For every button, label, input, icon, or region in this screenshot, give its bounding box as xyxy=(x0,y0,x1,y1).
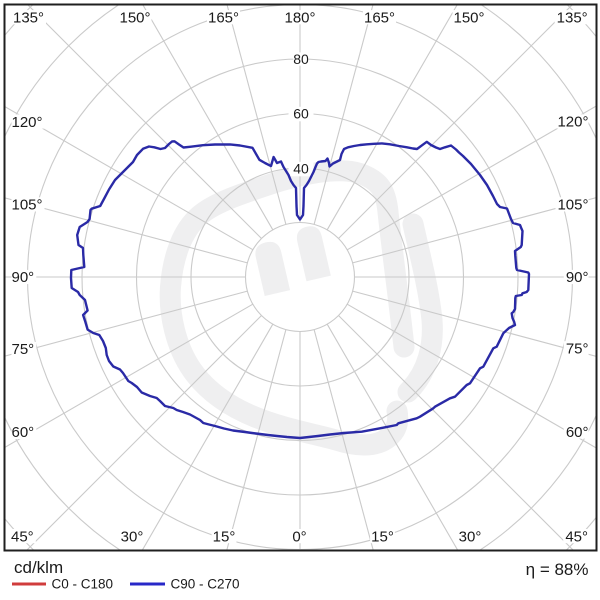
svg-text:15°: 15° xyxy=(371,528,394,545)
svg-text:90°: 90° xyxy=(12,269,35,286)
svg-text:120°: 120° xyxy=(557,114,588,131)
svg-text:30°: 30° xyxy=(459,528,482,545)
svg-text:180°: 180° xyxy=(284,9,315,26)
svg-text:105°: 105° xyxy=(12,197,43,214)
svg-text:30°: 30° xyxy=(121,528,144,545)
svg-text:40: 40 xyxy=(293,160,309,176)
svg-text:165°: 165° xyxy=(364,9,395,26)
svg-text:120°: 120° xyxy=(12,114,43,131)
svg-text:75°: 75° xyxy=(566,341,589,358)
svg-text:45°: 45° xyxy=(11,528,34,545)
svg-text:105°: 105° xyxy=(557,197,588,214)
svg-text:80: 80 xyxy=(293,51,309,67)
svg-text:150°: 150° xyxy=(453,9,484,26)
svg-text:C90 - C270: C90 - C270 xyxy=(171,577,240,592)
svg-text:η = 88%: η = 88% xyxy=(526,560,589,579)
svg-text:15°: 15° xyxy=(213,528,236,545)
svg-text:C0 - C180: C0 - C180 xyxy=(52,577,114,592)
svg-text:60°: 60° xyxy=(566,424,589,441)
svg-text:60: 60 xyxy=(293,105,309,121)
svg-text:135°: 135° xyxy=(557,9,588,26)
svg-text:75°: 75° xyxy=(12,341,35,358)
svg-text:135°: 135° xyxy=(13,9,44,26)
svg-text:cd/klm: cd/klm xyxy=(14,558,63,577)
svg-text:90°: 90° xyxy=(566,269,589,286)
svg-text:165°: 165° xyxy=(208,9,239,26)
svg-text:150°: 150° xyxy=(119,9,150,26)
svg-text:0°: 0° xyxy=(292,528,306,545)
svg-text:60°: 60° xyxy=(12,424,35,441)
svg-text:45°: 45° xyxy=(565,528,588,545)
